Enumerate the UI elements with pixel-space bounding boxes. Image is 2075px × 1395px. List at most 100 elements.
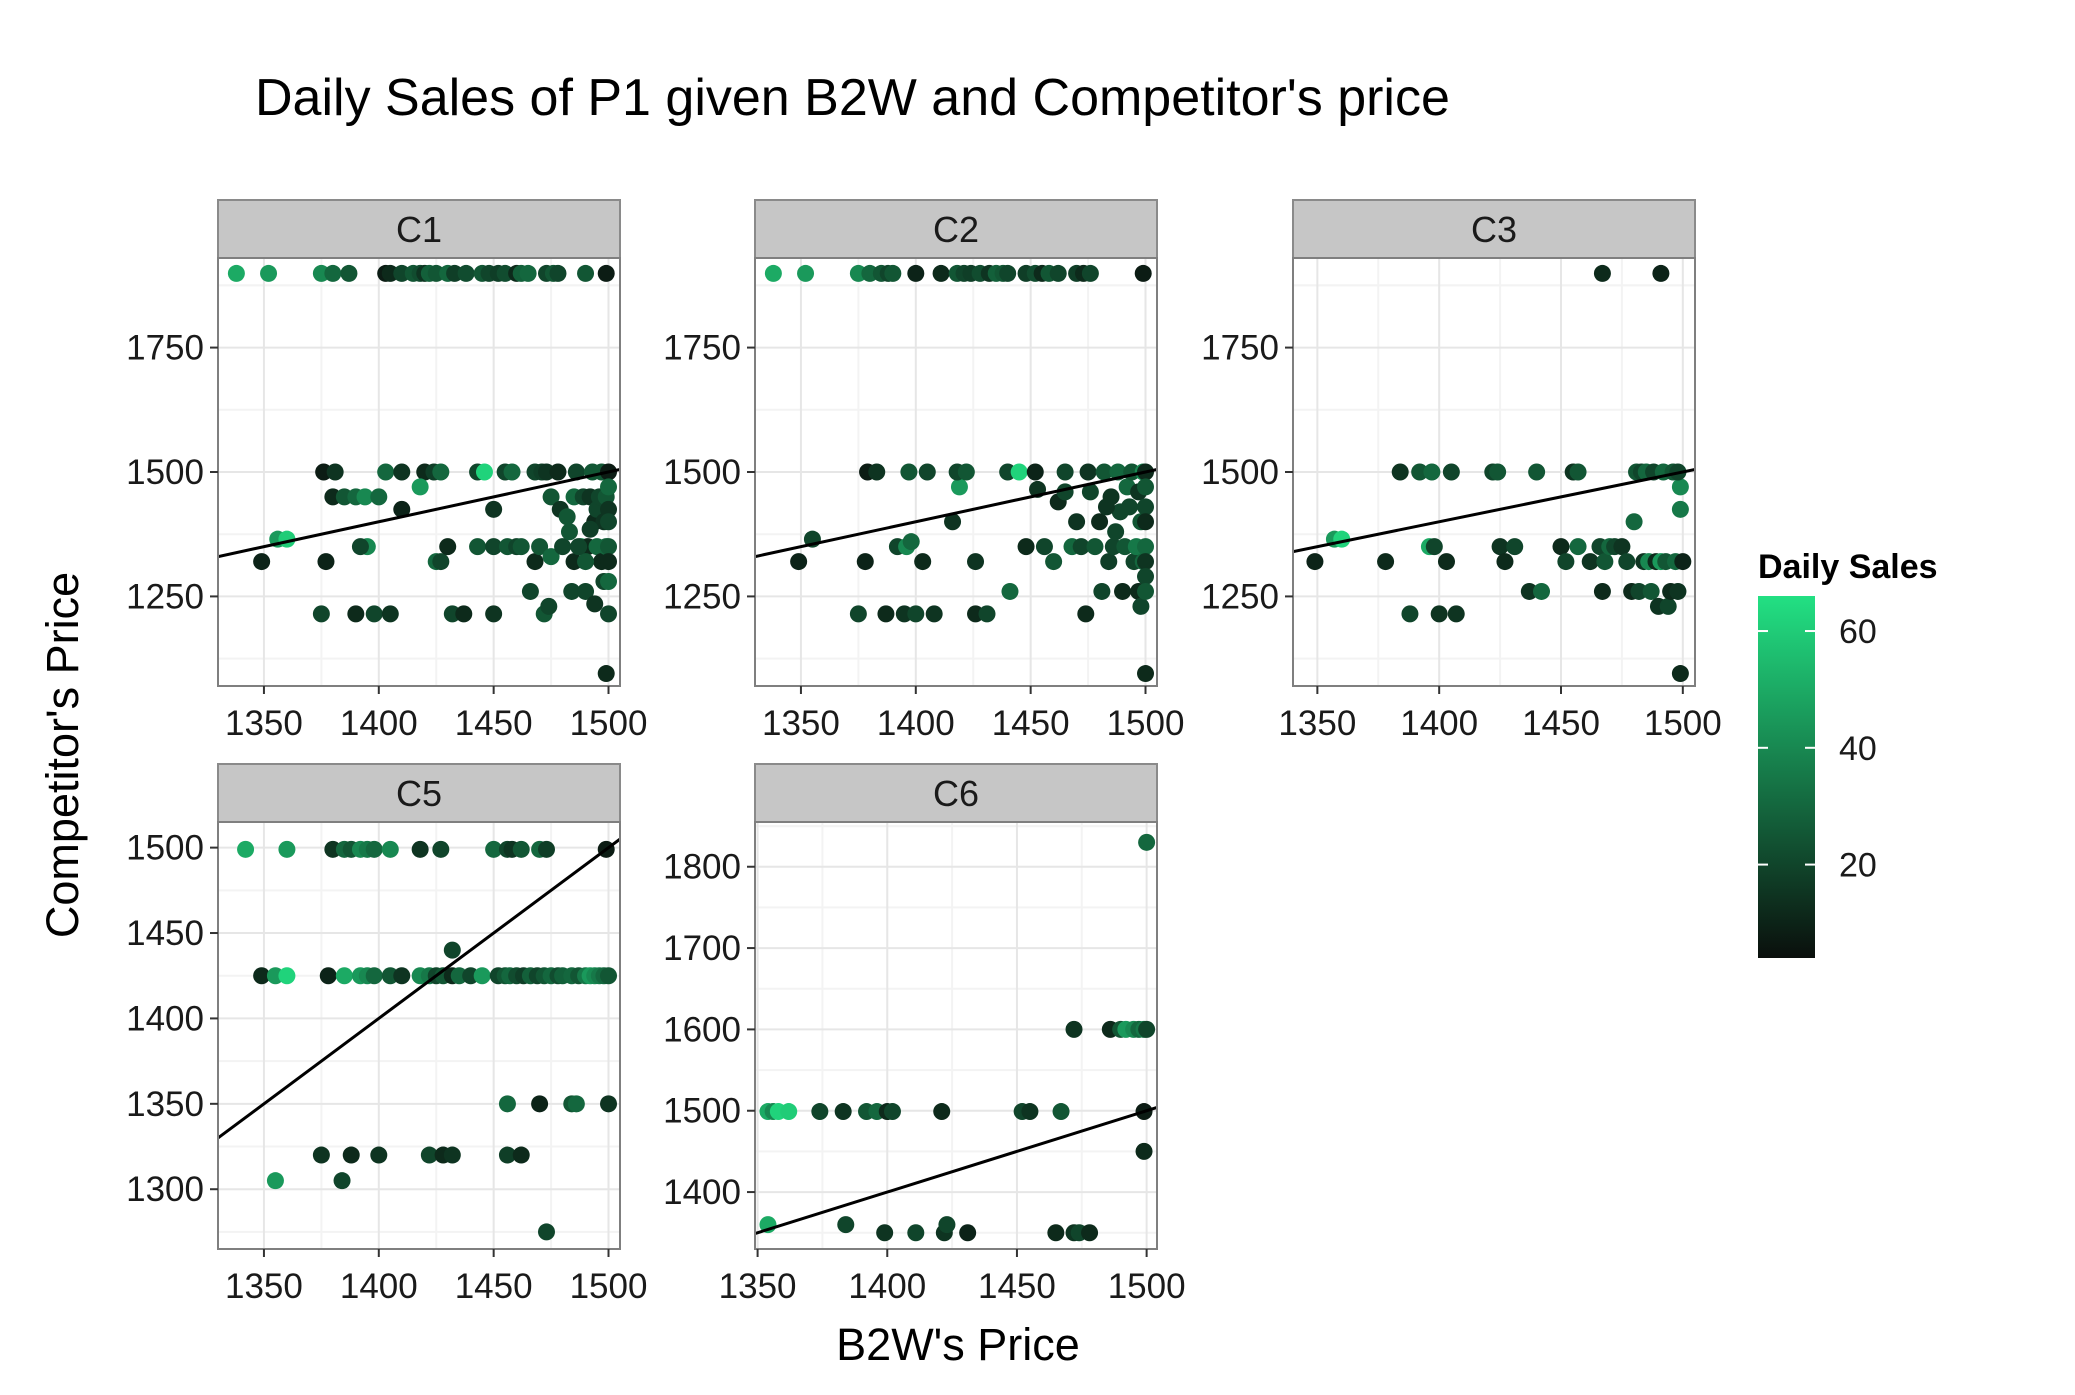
x-tick-label: 1500 [1644, 704, 1722, 743]
data-point [326, 463, 344, 481]
data-point [902, 533, 920, 551]
reference-line [218, 468, 620, 559]
data-point [485, 500, 503, 518]
data-point [1114, 582, 1132, 600]
data-point [537, 1223, 555, 1241]
data-point [381, 605, 399, 623]
data-point [944, 513, 962, 531]
data-point [978, 605, 996, 623]
data-point [900, 463, 918, 481]
data-point [1100, 553, 1118, 571]
data-point [377, 463, 395, 481]
data-point [1001, 582, 1019, 600]
data-point [764, 264, 782, 282]
data-point [950, 478, 968, 496]
y-tick-label: 1500 [1201, 453, 1279, 492]
data-point [381, 840, 399, 858]
data-point [549, 264, 567, 282]
data-point [439, 538, 457, 556]
reference-line [755, 1106, 1157, 1235]
y-tick-label: 1300 [126, 1170, 204, 1209]
y-tick-label: 1250 [126, 577, 204, 616]
data-point [600, 605, 618, 623]
y-tick-label: 1750 [1201, 329, 1279, 368]
data-point [542, 488, 560, 506]
facet-panel-c3: C3 1350 1400 1450 1500 1250 1500 1750 [1201, 199, 1722, 743]
legend-title: Daily Sales [1758, 548, 1938, 586]
data-point [519, 264, 537, 282]
data-point [883, 1103, 901, 1121]
data-point [1596, 553, 1614, 571]
data-point [342, 1146, 360, 1164]
facet-strip-label: C2 [933, 209, 979, 250]
data-point [457, 264, 475, 282]
data-point [253, 967, 271, 985]
data-point [335, 967, 353, 985]
data-point [1017, 538, 1035, 556]
reference-line [1293, 468, 1695, 554]
data-point [1652, 264, 1670, 282]
data-point [1079, 463, 1097, 481]
data-point [837, 1216, 855, 1234]
data-point [411, 478, 429, 496]
data-point [1072, 538, 1090, 556]
data-point [868, 463, 886, 481]
data-point [365, 967, 383, 985]
data-point [1137, 478, 1155, 496]
data-point [549, 463, 567, 481]
y-tick-label: 1800 [663, 848, 741, 887]
reference-line [755, 468, 1157, 559]
data-point [1569, 463, 1587, 481]
data-point [1137, 665, 1155, 683]
data-point [1132, 597, 1150, 615]
data-point [393, 967, 411, 985]
data-point [790, 553, 808, 571]
data-point [333, 1172, 351, 1190]
x-tick-label: 1450 [455, 1267, 533, 1306]
y-tick-label: 1600 [663, 1010, 741, 1049]
y-tick-label: 1500 [126, 453, 204, 492]
data-point [1049, 264, 1067, 282]
legend-ticks: 20 40 60 [1758, 613, 1877, 885]
data-point [876, 1224, 894, 1242]
facet-strip [754, 199, 1158, 259]
data-point [577, 264, 595, 282]
data-point [526, 553, 544, 571]
data-point [1552, 538, 1570, 556]
facet-strip [217, 199, 621, 259]
data-point [1135, 1142, 1153, 1160]
data-point [577, 582, 595, 600]
x-tick-label: 1350 [1278, 704, 1356, 743]
data-point [1065, 1020, 1083, 1038]
y-tick-label: 1700 [663, 929, 741, 968]
y-tick-label: 1250 [1201, 577, 1279, 616]
data-point [581, 520, 599, 538]
data-point [1642, 582, 1660, 600]
data-point [340, 264, 358, 282]
data-point [1520, 582, 1538, 600]
data-point [356, 488, 374, 506]
data-point [600, 478, 618, 496]
data-point [1506, 538, 1524, 556]
data-point [577, 553, 595, 571]
data-point [907, 1224, 925, 1242]
data-point [1411, 463, 1429, 481]
data-point [600, 500, 618, 518]
data-point [475, 463, 493, 481]
data-point [877, 605, 895, 623]
legend-tick-label: 40 [1839, 730, 1877, 768]
panel-background [218, 822, 620, 1249]
legend-tick-label: 20 [1839, 847, 1877, 885]
data-point [455, 605, 473, 623]
data-point [597, 264, 615, 282]
data-point [1306, 553, 1324, 571]
data-point [227, 264, 245, 282]
data-point [780, 1103, 798, 1121]
y-axis-title: Competitor's Price [37, 572, 88, 938]
data-point [1081, 483, 1099, 501]
data-point [1659, 597, 1677, 615]
data-point [1091, 513, 1109, 531]
data-point [365, 605, 383, 623]
x-tick-label: 1350 [225, 704, 303, 743]
